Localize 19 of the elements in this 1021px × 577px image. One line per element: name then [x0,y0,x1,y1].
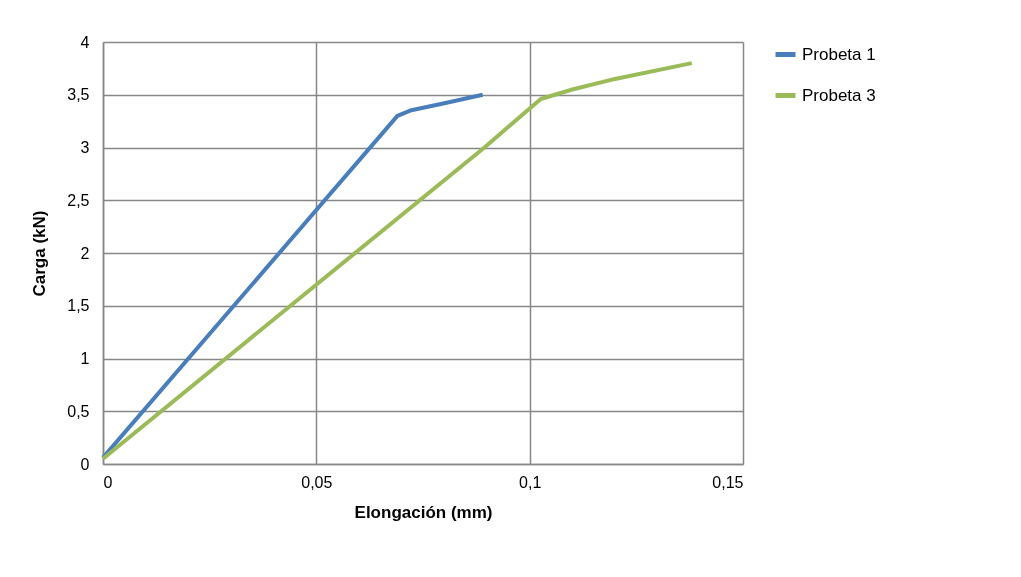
y-tick-label: 1 [80,350,90,367]
line-series [101,61,694,461]
x-tick-label: 0,05 [301,473,333,491]
legend-label: Probeta 1 [802,44,876,64]
y-tick-label: 2 [80,244,90,262]
y-tick-label: 2,5 [67,191,90,209]
x-axis-title: Elongación (mm) [354,502,493,522]
y-tick-label: 4 [80,33,90,51]
y-tick-label: 1,5 [67,297,90,315]
x-tick-label: 0,15 [712,473,744,491]
line-series [101,92,485,460]
y-axis-title: Carga (kN) [30,210,50,297]
y-tick-label: 0 [80,455,90,473]
y-tick-label: 0,5 [67,402,90,420]
x-tick-label: 0 [103,473,113,491]
y-tick-label: 3 [80,139,90,156]
legend-label: Probeta 3 [802,85,876,105]
y-tick-label: 3,5 [67,86,90,104]
x-tick-label: 0,1 [519,473,542,491]
